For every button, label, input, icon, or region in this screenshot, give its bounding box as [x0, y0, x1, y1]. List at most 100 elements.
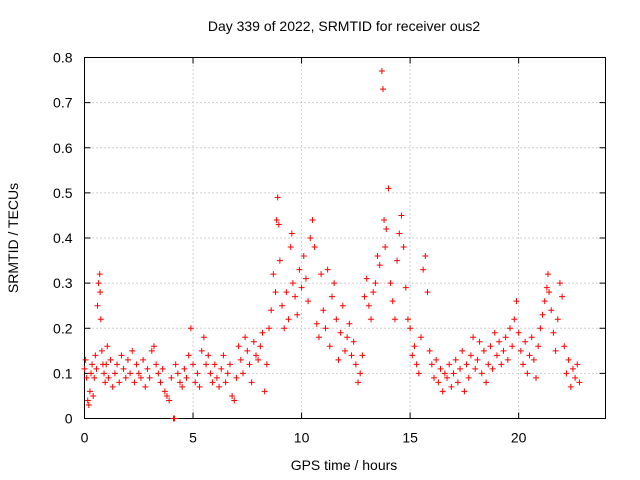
- data-point: [255, 356, 262, 363]
- data-point: [420, 266, 427, 273]
- data-point: [205, 352, 212, 359]
- data-point: [400, 244, 407, 251]
- data-point: [89, 361, 96, 368]
- data-point: [352, 361, 359, 368]
- data-point: [275, 221, 282, 228]
- data-point: [396, 230, 403, 237]
- y-axis-label: SRMTID / TECUs: [5, 183, 21, 293]
- data-point: [272, 289, 279, 296]
- data-point: [187, 325, 194, 332]
- data-point: [270, 271, 277, 278]
- data-point: [203, 361, 210, 368]
- data-point: [174, 370, 181, 377]
- data-point: [313, 320, 320, 327]
- data-point: [273, 216, 280, 223]
- data-point: [105, 374, 112, 381]
- data-point: [168, 374, 175, 381]
- data-point: [541, 298, 548, 305]
- data-point: [422, 253, 429, 260]
- data-point: [171, 415, 178, 422]
- x-tick-label: 0: [81, 430, 89, 446]
- data-point: [328, 293, 335, 300]
- plot-frame: [84, 57, 606, 419]
- data-point: [226, 361, 233, 368]
- data-point: [502, 334, 509, 341]
- data-point: [457, 365, 464, 372]
- data-point: [209, 379, 216, 386]
- data-point: [200, 334, 207, 341]
- data-point: [520, 361, 527, 368]
- data-point: [565, 356, 572, 363]
- data-point: [537, 325, 544, 332]
- data-point: [389, 298, 396, 305]
- data-point: [335, 356, 342, 363]
- data-point: [348, 352, 355, 359]
- data-point: [511, 316, 518, 323]
- data-point: [426, 347, 433, 354]
- data-point: [387, 280, 394, 287]
- data-point: [370, 289, 377, 296]
- data-point: [81, 365, 88, 372]
- data-point: [309, 216, 316, 223]
- data-point: [561, 343, 568, 350]
- data-point: [155, 370, 162, 377]
- y-tick-label: 0.7: [53, 95, 73, 111]
- data-point: [433, 356, 440, 363]
- data-point: [86, 388, 93, 395]
- data-point: [185, 352, 192, 359]
- data-point: [302, 275, 309, 282]
- data-point: [96, 271, 103, 278]
- data-point: [569, 365, 576, 372]
- data-point: [220, 352, 227, 359]
- data-point: [229, 392, 236, 399]
- data-point: [88, 370, 95, 377]
- data-point: [322, 325, 329, 332]
- data-point: [567, 383, 574, 390]
- data-point: [576, 379, 583, 386]
- data-point: [478, 370, 485, 377]
- data-point: [224, 370, 231, 377]
- data-point: [114, 361, 121, 368]
- data-point: [222, 379, 229, 386]
- data-point: [133, 361, 140, 368]
- data-point: [289, 280, 296, 287]
- data-point: [470, 334, 477, 341]
- data-point: [431, 374, 438, 381]
- y-tick-label: 0.5: [53, 185, 73, 201]
- y-tick-label: 0.8: [53, 50, 73, 66]
- data-point: [506, 325, 513, 332]
- data-point: [391, 316, 398, 323]
- data-point: [261, 388, 268, 395]
- data-point: [326, 343, 333, 350]
- data-point: [530, 356, 537, 363]
- data-point: [444, 374, 451, 381]
- data-point: [374, 253, 381, 260]
- data-point: [474, 356, 481, 363]
- data-point: [465, 374, 472, 381]
- data-point: [491, 329, 498, 336]
- data-point: [159, 365, 166, 372]
- data-point: [413, 361, 420, 368]
- data-point: [288, 230, 295, 237]
- data-point: [109, 383, 116, 390]
- data-point: [183, 374, 190, 381]
- data-point: [94, 302, 101, 309]
- data-point: [231, 397, 238, 404]
- data-point: [402, 284, 409, 291]
- data-point: [376, 262, 383, 269]
- data-point: [574, 361, 581, 368]
- grid-layer: [84, 57, 606, 419]
- data-point: [279, 302, 286, 309]
- data-point: [311, 244, 318, 251]
- data-point: [244, 347, 251, 354]
- data-point: [233, 374, 240, 381]
- x-tick-label: 20: [511, 430, 527, 446]
- y-tick-labels: 0 0.1 0.2 0.3 0.4 0.5 0.6 0.7 0.8: [53, 50, 73, 427]
- data-point: [372, 280, 379, 287]
- data-point: [91, 374, 98, 381]
- data-point: [124, 356, 131, 363]
- data-point: [524, 370, 531, 377]
- data-point: [213, 374, 220, 381]
- data-point: [137, 374, 144, 381]
